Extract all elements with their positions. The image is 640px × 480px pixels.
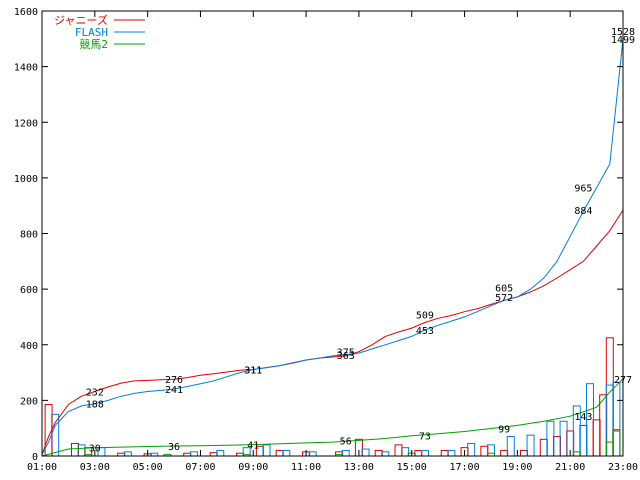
series-2-data-label: 99 xyxy=(498,424,510,435)
series-1-bar xyxy=(308,451,317,457)
series-2-bar xyxy=(572,451,581,457)
series-0-bar xyxy=(552,436,561,457)
series-1-bar xyxy=(420,449,429,457)
legend-label: ジャニーズ xyxy=(54,13,108,27)
x-tick-label: 15:00 xyxy=(397,462,427,473)
series-2-bar xyxy=(605,441,614,457)
x-tick-label: 13:00 xyxy=(344,462,374,473)
series-2-data-label: 41 xyxy=(247,441,259,452)
series-0-bar xyxy=(335,451,344,457)
series-1-bar xyxy=(189,451,198,457)
series-0-data-label: 884 xyxy=(574,206,592,217)
series-0-bar xyxy=(480,445,489,457)
series-0-data-label: 276 xyxy=(165,375,183,386)
series-1-bar xyxy=(381,451,390,457)
series-2-data-label: 56 xyxy=(340,436,352,447)
series-1-bar xyxy=(506,436,515,457)
legend-label: 競馬2 xyxy=(79,37,108,51)
y-tick-label: 200 xyxy=(20,396,38,407)
series-1-data-label: 572 xyxy=(495,293,513,304)
series-0-data-label: 311 xyxy=(244,366,262,377)
series-1-bar xyxy=(361,448,370,457)
legend-label: FLASH xyxy=(75,26,108,39)
lines-layer xyxy=(41,39,624,457)
data-labels: 2322763113755096058841528188241311363453… xyxy=(86,27,635,455)
series-2-bar xyxy=(612,429,621,457)
series-2-data-label: 30 xyxy=(89,444,101,455)
x-tick-label: 03:00 xyxy=(80,462,110,473)
series-0-bar xyxy=(592,419,601,457)
series-0-bar xyxy=(605,337,614,457)
series-1-bar xyxy=(546,420,555,457)
series-1-data-label: 188 xyxy=(86,400,104,411)
x-tick-label: 17:00 xyxy=(449,462,479,473)
series-0-bar xyxy=(394,444,403,457)
series-0-line xyxy=(41,209,624,455)
series-1-data-label: 965 xyxy=(574,184,592,195)
x-tick-label: 23:00 xyxy=(608,462,638,473)
series-1-bar xyxy=(341,449,350,457)
y-tick-label: 0 xyxy=(32,452,38,463)
series-0-bar xyxy=(612,430,621,457)
series-0-data-label: 509 xyxy=(416,310,434,321)
series-1-bar xyxy=(216,449,225,457)
series-1-bar xyxy=(262,444,271,457)
series-1-bar xyxy=(486,444,495,457)
series-2-line xyxy=(41,378,624,457)
series-1-data-label: 453 xyxy=(416,326,434,337)
series-0-bar xyxy=(500,449,509,457)
series-0-bar xyxy=(539,438,548,457)
series-1-bar xyxy=(123,451,132,457)
series-1-data-label: 311 xyxy=(244,366,262,377)
plot-frame xyxy=(41,10,624,457)
series-1-data-label: 363 xyxy=(337,351,355,362)
series-1-bar xyxy=(612,381,621,457)
y-tick-label: 1600 xyxy=(14,7,38,18)
series-1-bar xyxy=(526,434,535,457)
y-tick-label: 600 xyxy=(20,285,38,296)
series-0-bar xyxy=(599,394,608,457)
series-0-bar xyxy=(275,449,284,457)
series-0-bar xyxy=(414,449,423,457)
series-2-data-label: 36 xyxy=(168,442,180,453)
x-tick-label: 09:00 xyxy=(238,462,268,473)
series-0-data-label: 605 xyxy=(495,284,513,295)
y-tick-label: 800 xyxy=(20,230,38,241)
series-1-line xyxy=(41,39,624,455)
series-1-data-label: 241 xyxy=(165,385,183,396)
series-0-bar xyxy=(209,452,218,457)
series-0-bar xyxy=(374,449,383,457)
series-0-bar xyxy=(71,442,80,457)
series-0-bar xyxy=(519,449,528,457)
series-1-bar xyxy=(77,444,86,457)
x-tick-label: 19:00 xyxy=(502,462,532,473)
series-0-bar xyxy=(440,449,449,457)
series-1-bar xyxy=(605,384,614,457)
series-1-bar xyxy=(401,447,410,457)
x-tick-label: 01:00 xyxy=(27,462,57,473)
x-tick-label: 05:00 xyxy=(133,462,163,473)
y-tick-label: 1200 xyxy=(14,118,38,129)
x-tick-label: 07:00 xyxy=(185,462,215,473)
series-2-data-label: 143 xyxy=(574,412,592,423)
series-1-bar xyxy=(447,449,456,457)
series-2-data-label: 73 xyxy=(419,432,431,443)
x-tick-label: 11:00 xyxy=(291,462,321,473)
series-0-data-label: 375 xyxy=(337,348,355,359)
series-1-bar xyxy=(282,449,291,457)
series-0-data-label: 232 xyxy=(86,387,104,398)
series-0-bar xyxy=(579,424,588,457)
series-1-bar xyxy=(467,442,476,457)
y-tick-label: 400 xyxy=(20,341,38,352)
axis-ticks: 0 200 400 600 800 1000 1200 1400 1600 01:00 03:00 0… xyxy=(14,7,638,473)
y-tick-label: 1400 xyxy=(14,63,38,74)
x-tick-label: 21:00 xyxy=(555,462,585,473)
y-tick-label: 1000 xyxy=(14,174,38,185)
series-1-bar xyxy=(51,413,60,457)
series-1-bar xyxy=(559,420,568,457)
